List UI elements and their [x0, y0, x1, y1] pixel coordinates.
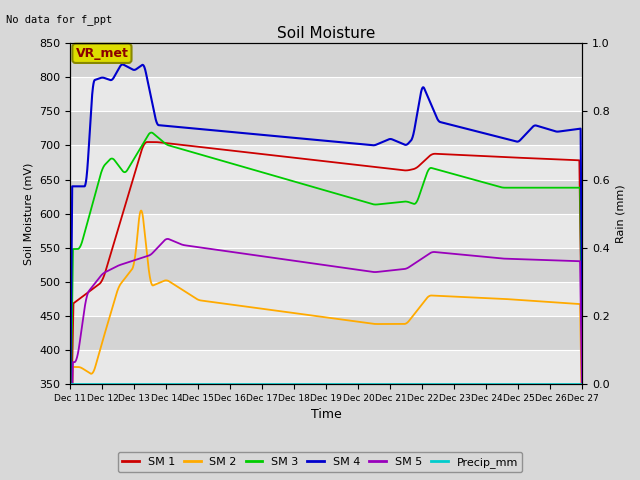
Bar [70, 180, 582, 214]
X-axis label: Time: Time [311, 408, 342, 421]
Bar [70, 316, 582, 350]
Text: VR_met: VR_met [76, 47, 129, 60]
Bar [70, 214, 582, 248]
Text: No data for f_ppt: No data for f_ppt [6, 14, 113, 25]
Bar [70, 282, 582, 316]
Bar [70, 111, 582, 145]
Bar [70, 350, 582, 384]
Bar [70, 77, 582, 111]
Title: Soil Moisture: Soil Moisture [277, 25, 376, 41]
Y-axis label: Soil Moisture (mV): Soil Moisture (mV) [24, 162, 34, 265]
Bar [70, 145, 582, 180]
Legend: SM 1, SM 2, SM 3, SM 4, SM 5, Precip_mm: SM 1, SM 2, SM 3, SM 4, SM 5, Precip_mm [118, 452, 522, 472]
Bar [70, 248, 582, 282]
Y-axis label: Rain (mm): Rain (mm) [616, 184, 625, 243]
Bar [70, 43, 582, 77]
